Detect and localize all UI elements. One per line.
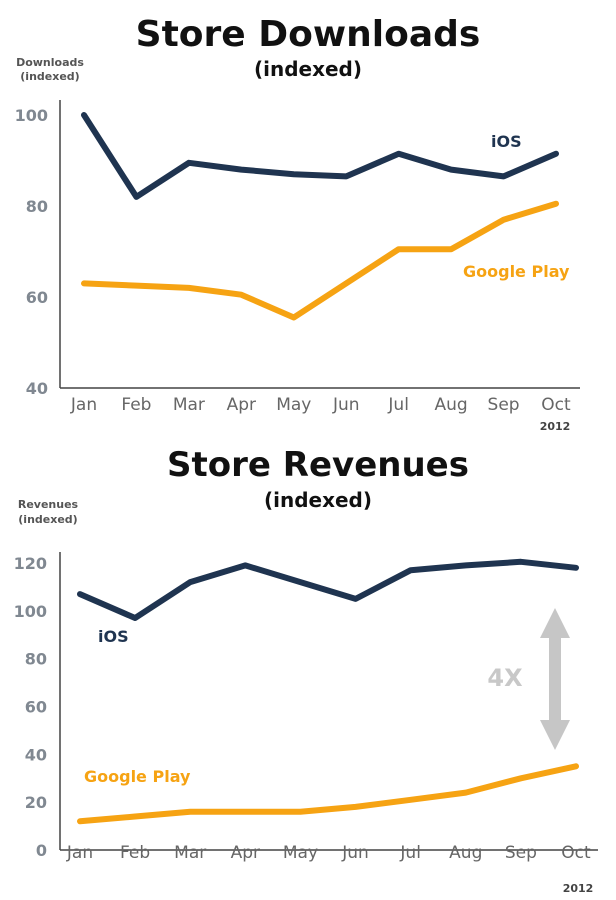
series-label-ios: iOS xyxy=(491,132,522,151)
y-tick-label: 40 xyxy=(25,745,47,764)
x-tick-label: Oct xyxy=(561,843,591,863)
x-tick-label: Aug xyxy=(449,843,482,863)
gap-annotation: 4X xyxy=(487,664,523,692)
y-tick-label: 0 xyxy=(36,841,47,860)
y-tick-label: 60 xyxy=(26,288,48,307)
downloads-chart: Store Downloads (indexed) Downloads (ind… xyxy=(0,0,616,440)
series-line-ios xyxy=(81,112,559,200)
x-tick-label: Jun xyxy=(341,843,369,863)
x-tick-label: Jan xyxy=(66,843,93,863)
series-label-google-play: Google Play xyxy=(84,767,191,786)
gap-arrow-head-up xyxy=(540,608,570,638)
y-tick-label: 100 xyxy=(14,602,47,621)
y-tick-label: 100 xyxy=(15,106,48,125)
x-tick-label: Mar xyxy=(174,843,206,863)
x-tick-label: Mar xyxy=(173,395,205,415)
x-tick-label: Oct xyxy=(541,395,571,415)
gap-arrow-head-down xyxy=(540,720,570,750)
y-axis-label: Revenues xyxy=(18,498,79,511)
chart-title: Store Revenues xyxy=(167,445,469,485)
x-tick-label: Aug xyxy=(435,395,468,415)
x-tick-label: Jul xyxy=(387,395,409,415)
x-tick-label: Sep xyxy=(488,395,520,415)
x-tick-label: Sep xyxy=(505,843,537,863)
x-tick-label: Jun xyxy=(332,395,360,415)
x-tick-label: Apr xyxy=(227,395,256,415)
y-tick-label: 40 xyxy=(26,379,48,398)
x-tick-label: Feb xyxy=(120,843,150,863)
y-axis-label: Downloads xyxy=(16,56,84,69)
x-tick-label: May xyxy=(283,843,318,863)
chart-subtitle: (indexed) xyxy=(254,57,362,81)
x-tick-label: Jul xyxy=(399,843,421,863)
y-tick-label: 80 xyxy=(25,650,47,669)
x-tick-label: Jan xyxy=(70,395,97,415)
y-tick-label: 120 xyxy=(14,554,47,573)
y-axis-label-unit: (indexed) xyxy=(20,70,79,83)
x-tick-label: Apr xyxy=(231,843,260,863)
y-tick-label: 80 xyxy=(26,197,48,216)
chart-subtitle: (indexed) xyxy=(264,488,372,512)
gap-arrow-shaft xyxy=(549,635,561,735)
gap-arrow xyxy=(540,608,570,750)
year-label: 2012 xyxy=(563,882,594,895)
y-tick-label: 20 xyxy=(25,793,47,812)
series-label-google-play: Google Play xyxy=(463,262,570,281)
x-tick-label: Feb xyxy=(121,395,151,415)
series-line-ios xyxy=(77,558,579,621)
y-axis-label-unit: (indexed) xyxy=(18,513,77,526)
revenues-chart: Store Revenues (indexed) Revenues (index… xyxy=(0,440,616,900)
x-tick-label: May xyxy=(276,395,311,415)
series-line-google-play xyxy=(81,200,559,321)
year-label: 2012 xyxy=(540,420,571,433)
chart-title: Store Downloads xyxy=(136,14,481,55)
y-tick-label: 60 xyxy=(25,698,47,717)
series-label-ios: iOS xyxy=(98,627,129,646)
series-line-google-play xyxy=(77,763,579,825)
